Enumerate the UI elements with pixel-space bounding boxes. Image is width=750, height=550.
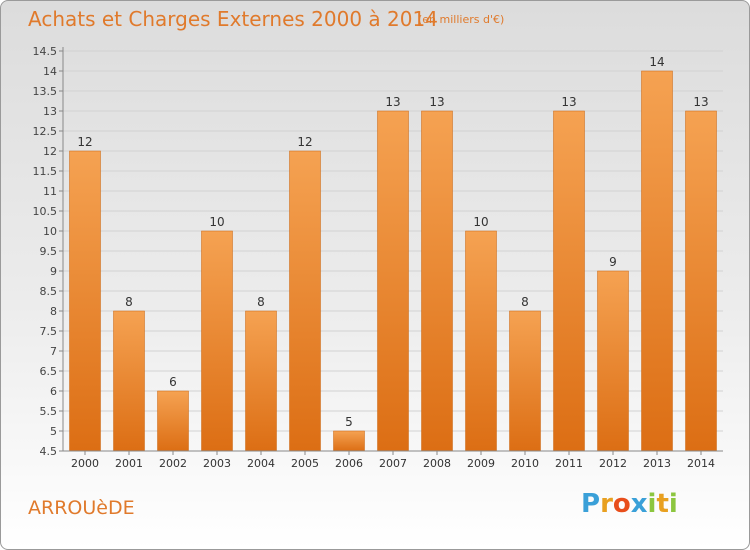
x-tick-label: 2011 (555, 457, 583, 470)
logo-letter: t (656, 489, 669, 519)
y-tick-label: 7.5 (40, 325, 58, 338)
data-label: 13 (693, 95, 708, 109)
y-tick-label: 13 (43, 105, 57, 118)
proxiti-logo: Proxiti (581, 489, 678, 519)
x-tick-label: 2013 (643, 457, 671, 470)
x-tick-label: 2007 (379, 457, 407, 470)
y-tick-label: 6 (50, 385, 57, 398)
x-tick-label: 2002 (159, 457, 187, 470)
y-tick-label: 12 (43, 145, 57, 158)
bar (245, 310, 277, 452)
y-tick-label: 5 (50, 425, 57, 438)
bar (201, 230, 233, 452)
y-tick-label: 12.5 (33, 125, 58, 138)
y-tick-label: 13.5 (33, 85, 58, 98)
x-tick-label: 2003 (203, 457, 231, 470)
bar (685, 110, 717, 452)
bar (157, 390, 189, 452)
bar (509, 310, 541, 452)
y-tick-label: 6.5 (40, 365, 58, 378)
x-tick-label: 2010 (511, 457, 539, 470)
y-tick-label: 14 (43, 65, 57, 78)
logo-letter: i (647, 489, 657, 519)
bar (377, 110, 409, 452)
bar (641, 70, 673, 452)
y-tick-label: 9.5 (40, 245, 58, 258)
chart-title: Achats et Charges Externes 2000 à 2014 (28, 7, 438, 31)
x-tick-label: 2008 (423, 457, 451, 470)
data-label: 10 (473, 215, 488, 229)
data-label: 13 (561, 95, 576, 109)
y-tick-label: 11.5 (33, 165, 58, 178)
y-tick-label: 10 (43, 225, 57, 238)
axes: 4.5 5 5.5 6 6.5 7 7.5 8 8.5 9 9.5 10 10.5 11 11.5 12 12.… (33, 45, 723, 470)
bar (113, 310, 145, 452)
bar (465, 230, 497, 452)
data-label: 8 (125, 295, 133, 309)
data-label: 8 (521, 295, 529, 309)
x-tick-label: 2006 (335, 457, 363, 470)
data-label: 13 (429, 95, 444, 109)
data-label: 8 (257, 295, 265, 309)
bar (421, 110, 453, 452)
data-label: 14 (649, 55, 664, 69)
logo-letter: P (581, 489, 601, 519)
bars: 12 8 6 10 8 12 5 13 13 10 8 13 9 14 13 (69, 55, 717, 452)
chart-subtitle: (en milliers d'€) (418, 13, 505, 26)
y-tick-label: 10.5 (33, 205, 58, 218)
data-label: 9 (609, 255, 617, 269)
y-tick-label: 8.5 (40, 285, 58, 298)
logo-letter: i (668, 489, 678, 519)
y-tick-label: 8 (50, 305, 57, 318)
data-label: 12 (77, 135, 92, 149)
y-tick-label: 9 (50, 265, 57, 278)
data-label: 10 (209, 215, 224, 229)
bar (597, 270, 629, 452)
data-label: 13 (385, 95, 400, 109)
bar (69, 150, 101, 452)
bar (333, 430, 365, 452)
y-tick-label: 11 (43, 185, 57, 198)
data-label: 12 (297, 135, 312, 149)
bar (289, 150, 321, 452)
y-tick-label: 7 (50, 345, 57, 358)
logo-letter: r (600, 489, 613, 519)
bar (553, 110, 585, 452)
x-tick-label: 2000 (71, 457, 99, 470)
x-tick-label: 2012 (599, 457, 627, 470)
x-tick-label: 2009 (467, 457, 495, 470)
y-tick-label: 14.5 (33, 45, 58, 58)
logo-letter: x (630, 489, 648, 519)
x-tick-label: 2005 (291, 457, 319, 470)
x-tick-label: 2014 (687, 457, 715, 470)
x-tick-label: 2001 (115, 457, 143, 470)
commune-name: ARROUèDE (28, 497, 135, 519)
x-tick-label: 2004 (247, 457, 275, 470)
logo-letter: o (612, 489, 631, 519)
y-tick-label: 4.5 (40, 445, 58, 458)
data-label: 6 (169, 375, 177, 389)
y-tick-label: 5.5 (40, 405, 58, 418)
data-label: 5 (345, 415, 353, 429)
